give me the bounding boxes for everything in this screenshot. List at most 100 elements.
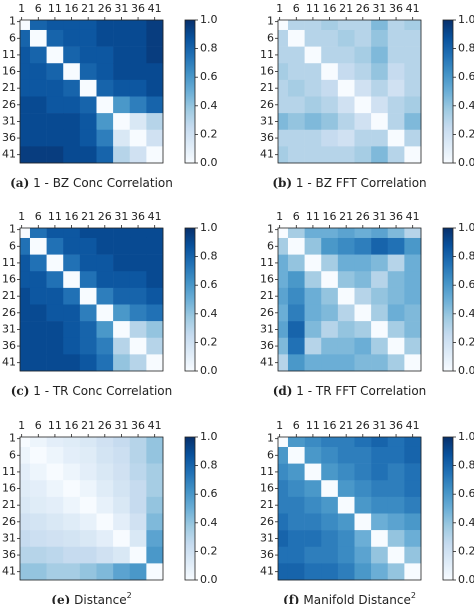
heatmap-cell xyxy=(146,563,164,581)
heatmap-cell xyxy=(287,513,305,531)
heatmap-cell xyxy=(29,354,47,372)
heatmap-cell xyxy=(20,96,31,114)
heatmap-cell xyxy=(79,337,97,355)
heatmap-cell xyxy=(278,254,289,272)
x-tick-label: 31 xyxy=(372,419,386,432)
heatmap-cell xyxy=(29,96,47,114)
x-tick-label: 26 xyxy=(98,2,112,15)
heatmap-cell xyxy=(146,437,164,448)
heatmap-cell xyxy=(96,129,114,147)
y-tick-label: 26 xyxy=(2,98,16,111)
plot-frame xyxy=(19,19,164,164)
x-tick-label: 36 xyxy=(131,2,145,15)
y-tick-label: 21 xyxy=(2,498,16,511)
heatmap-cell xyxy=(146,496,164,514)
heatmap-cell xyxy=(287,446,305,464)
x-tick-label: 11 xyxy=(306,210,320,223)
heatmap-cell xyxy=(29,530,47,548)
y-tick-label: 21 xyxy=(260,289,274,302)
heatmap-cell xyxy=(46,530,64,548)
heatmap-cell xyxy=(337,287,355,305)
heatmap-cell xyxy=(404,321,422,339)
heatmap-cell xyxy=(96,228,114,239)
heatmap-cell xyxy=(387,446,405,464)
heatmap-cell xyxy=(304,513,322,531)
y-tick-label: 16 xyxy=(260,273,274,286)
heatmap-cell xyxy=(371,463,389,481)
heatmap-cell xyxy=(387,496,405,514)
heatmap-cell xyxy=(96,321,114,339)
heatmap-cell xyxy=(146,546,164,564)
heatmap-cell xyxy=(404,354,422,372)
heatmap-cell xyxy=(79,437,97,448)
heatmap-cell xyxy=(337,237,355,255)
heatmap-cell xyxy=(278,46,289,64)
heatmap-cell xyxy=(63,129,81,147)
heatmap-cell xyxy=(46,480,64,498)
x-tick-label: 16 xyxy=(323,210,337,223)
heatmap-cell xyxy=(404,513,422,531)
colorbar-tick-label: 0.20 xyxy=(458,335,474,348)
heatmap-cell xyxy=(20,113,31,131)
heatmap-cell xyxy=(79,321,97,339)
caption-title: 1 - TR Conc Correlation xyxy=(33,384,172,398)
heatmap-cell xyxy=(337,271,355,289)
y-tick-label: 1 xyxy=(267,15,274,28)
heatmap-cell xyxy=(304,146,322,164)
heatmap-cell xyxy=(96,304,114,322)
heatmap-cell xyxy=(321,129,339,147)
heatmap-cell xyxy=(321,354,339,372)
colorbar-tick-label: 0.00 xyxy=(458,156,474,169)
heatmap-cell xyxy=(287,287,305,305)
heatmap-cell xyxy=(387,129,405,147)
colorbar xyxy=(442,19,454,164)
heatmap-cell xyxy=(79,354,97,372)
heatmap-cell xyxy=(337,96,355,114)
heatmap-cell xyxy=(29,254,47,272)
heatmap-cell xyxy=(321,287,339,305)
heatmap-cell xyxy=(371,530,389,548)
colorbar-tick-label: 0.40 xyxy=(458,99,474,112)
x-tick-label: 11 xyxy=(48,2,62,15)
heatmap-cell xyxy=(146,463,164,481)
heatmap-cell xyxy=(354,304,372,322)
x-tick-label: 6 xyxy=(35,210,42,223)
heatmap-cell xyxy=(129,530,147,548)
heatmap-cell xyxy=(129,46,147,64)
y-tick-label: 31 xyxy=(260,531,274,544)
heatmap-cell xyxy=(96,446,114,464)
heatmap-cell xyxy=(354,437,372,448)
heatmap-cell xyxy=(20,237,31,255)
heatmap-cell xyxy=(404,237,422,255)
heatmap-cell xyxy=(371,446,389,464)
y-tick-label: 1 xyxy=(9,432,16,445)
heatmap-cell xyxy=(96,29,114,47)
heatmap-cell xyxy=(278,287,289,305)
heatmap-cell xyxy=(20,228,31,239)
heatmap-cell xyxy=(387,354,405,372)
heatmap-cell xyxy=(337,530,355,548)
x-tick-label: 21 xyxy=(81,419,95,432)
y-tick-label: 16 xyxy=(260,482,274,495)
heatmap-cell xyxy=(129,513,147,531)
heatmap-cell xyxy=(321,20,339,31)
heatmap-panel: 1 6 11 16 21 26 31 36 4116111621263136410.00.20.… xyxy=(2,210,218,398)
colorbar-tick-label: 0.40 xyxy=(458,307,474,320)
x-tick-label: 21 xyxy=(339,419,353,432)
heatmap-cell xyxy=(129,228,147,239)
heatmap-cell xyxy=(146,96,164,114)
heatmap-cell xyxy=(354,96,372,114)
heatmap-cell xyxy=(146,446,164,464)
y-tick-label: 36 xyxy=(260,548,274,561)
heatmap-cell xyxy=(96,146,114,164)
heatmap-cell xyxy=(46,20,64,31)
heatmap-cell xyxy=(371,546,389,564)
heatmap-cell xyxy=(387,463,405,481)
caption: (b) 1 - BZ FFT Correlation xyxy=(272,176,426,190)
heatmap-cell xyxy=(354,546,372,564)
heatmap-cell xyxy=(46,337,64,355)
heatmap-cell xyxy=(129,546,147,564)
heatmap-cell xyxy=(304,546,322,564)
heatmap-cell xyxy=(278,480,289,498)
heatmap-cell xyxy=(63,321,81,339)
